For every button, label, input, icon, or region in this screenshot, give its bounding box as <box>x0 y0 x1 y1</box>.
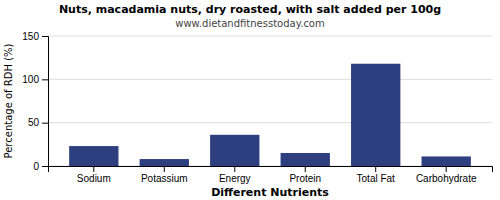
bar <box>281 153 330 166</box>
y-tick-label: 50 <box>28 117 40 128</box>
x-tick-label: Potassium <box>141 173 188 184</box>
x-tick: Carbohydrate <box>416 166 477 184</box>
y-tick: 0 <box>33 161 48 172</box>
y-tick-label: 0 <box>33 161 39 172</box>
x-axis-line <box>49 167 493 173</box>
x-tick: Energy <box>219 166 251 184</box>
x-axis: Sodium Potassium Energy Protein Total Fat Car… <box>49 166 493 184</box>
y-tick: 150 <box>22 31 48 42</box>
title: Nuts, macadamia nuts, dry roasted, with … <box>59 3 441 16</box>
x-tick-mark <box>234 166 235 172</box>
x-tick-label: Carbohydrate <box>416 173 477 184</box>
bar <box>69 146 118 166</box>
x-tick: Protein <box>289 166 321 184</box>
bar <box>422 156 471 166</box>
x-tick-mark <box>164 166 165 172</box>
grid-line <box>48 122 492 123</box>
y-tick-mark <box>42 36 48 37</box>
y-axis: 0 50 100 150 <box>22 31 48 172</box>
x-tick-mark <box>93 166 94 172</box>
chart: Nuts, macadamia nuts, dry roasted, with … <box>0 0 500 200</box>
grid <box>48 36 492 166</box>
y-tick-label: 100 <box>22 74 39 85</box>
x-tick-label: Total Fat <box>357 173 396 184</box>
grid-line <box>48 79 492 80</box>
x-tick: Total Fat <box>357 166 396 184</box>
y-axis-line <box>42 37 49 167</box>
x-tick-mark <box>375 166 376 172</box>
bar <box>351 64 400 166</box>
x-tick: Potassium <box>141 166 188 184</box>
x-tick: Sodium <box>77 166 111 184</box>
bar <box>140 159 189 166</box>
x-tick-label: Energy <box>219 173 251 184</box>
x-axis-title: Different Nutrients <box>211 186 329 199</box>
bars <box>69 64 471 166</box>
y-tick: 50 <box>28 117 48 128</box>
x-tick-mark <box>446 166 447 172</box>
plot: 0 50 100 150 Sodium Potassium Energy Protein Tot… <box>22 31 492 184</box>
y-tick-mark <box>42 79 48 80</box>
y-axis-title: Percentage of RDH (%) <box>3 43 14 158</box>
y-tick-mark <box>42 123 48 124</box>
x-tick-label: Protein <box>289 173 321 184</box>
y-tick-label: 150 <box>22 31 39 42</box>
x-tick-mark <box>305 166 306 172</box>
grid-line <box>48 36 492 37</box>
subtitle: www.dietandfitnesstoday.com <box>175 18 324 29</box>
x-tick-label: Sodium <box>77 173 111 184</box>
y-tick: 100 <box>22 74 48 85</box>
y-tick-mark <box>42 166 48 167</box>
bar <box>210 135 259 166</box>
